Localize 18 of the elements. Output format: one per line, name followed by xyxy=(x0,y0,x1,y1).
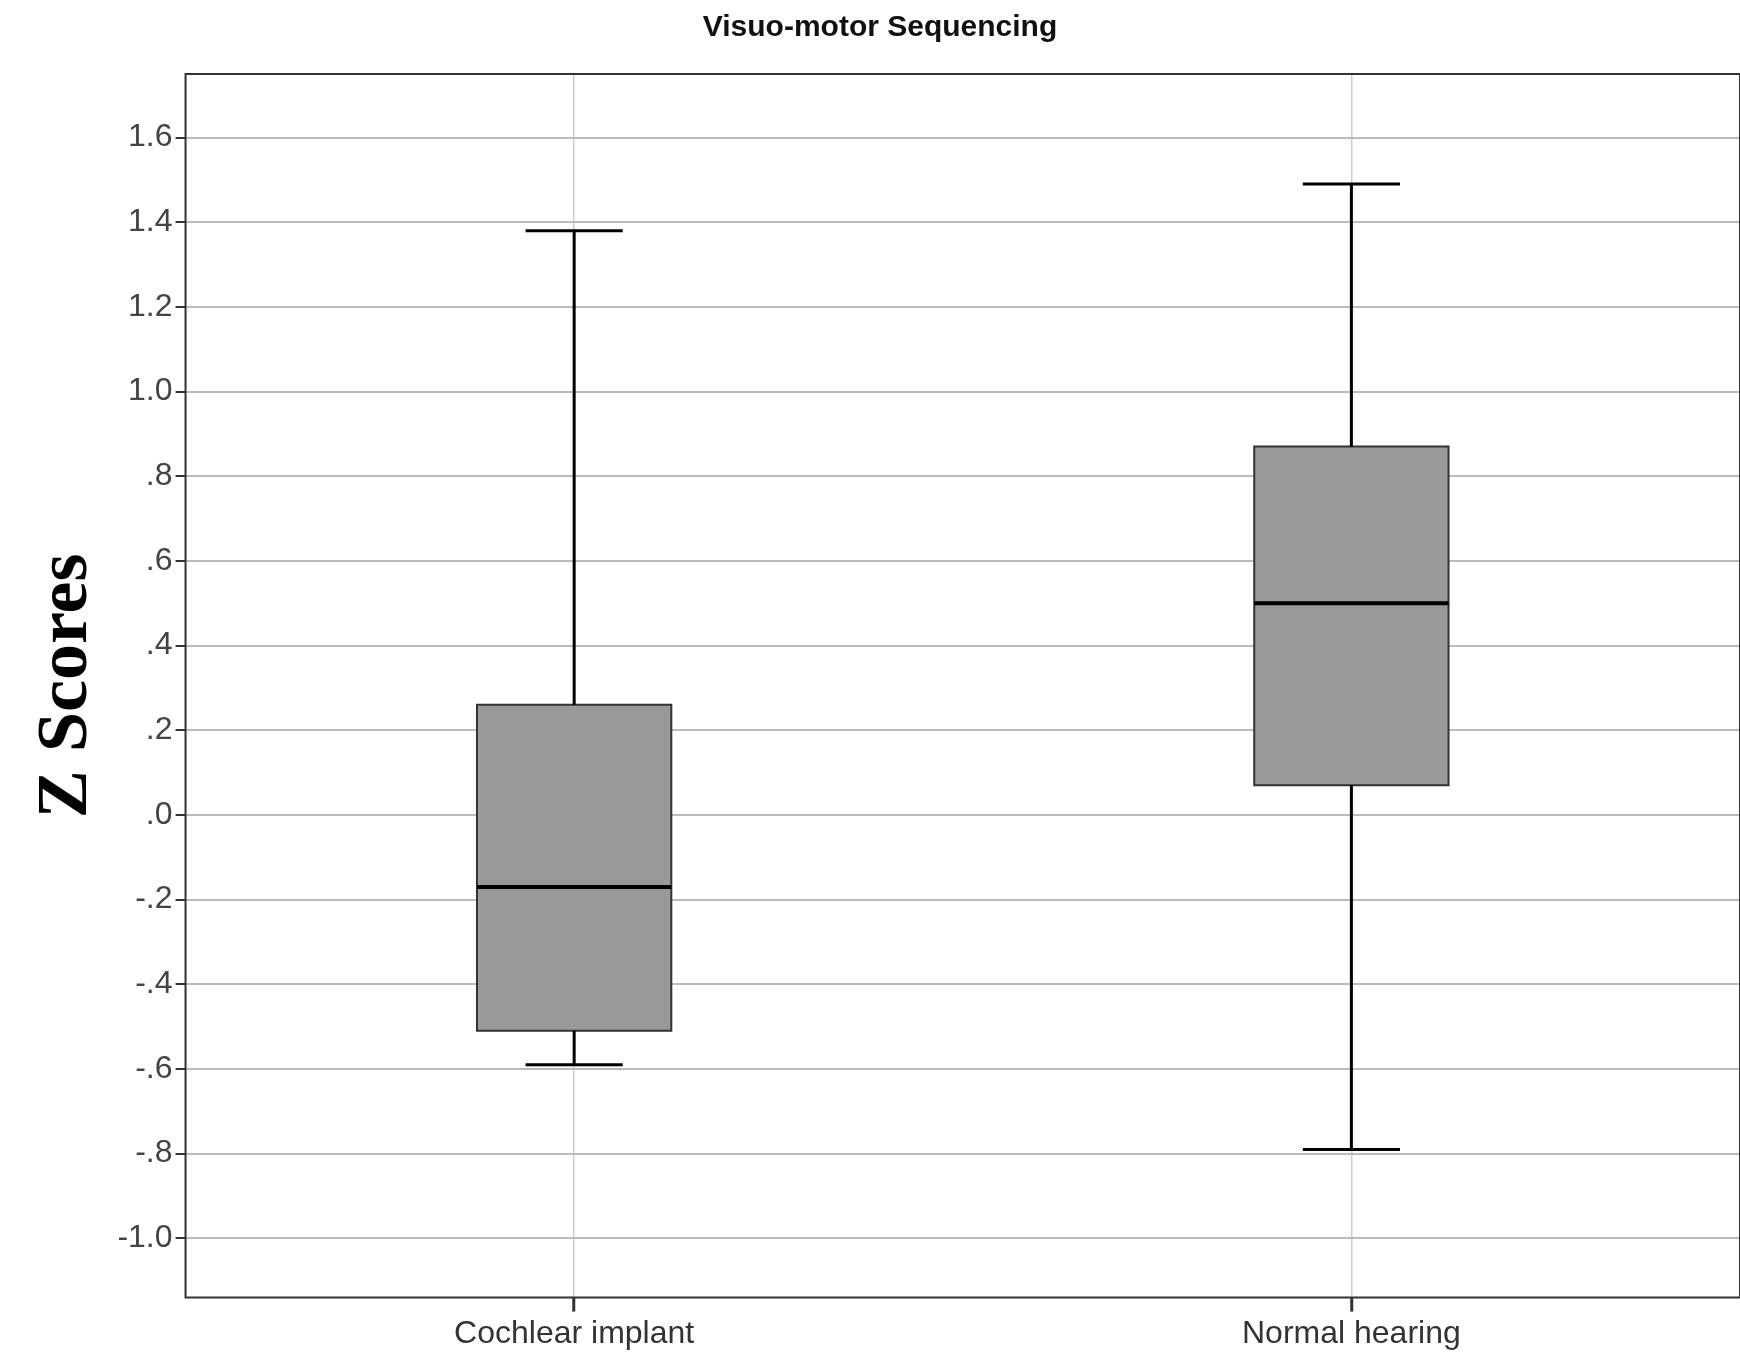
y-tick-label: .6 xyxy=(145,540,173,577)
y-tick-label: 1.2 xyxy=(128,286,173,323)
y-axis-title: Z Scores xyxy=(21,553,102,819)
y-tick-label: .8 xyxy=(145,456,173,493)
y-tick-label: 1.4 xyxy=(128,202,173,239)
y-tick-label: 1.0 xyxy=(128,371,173,408)
y-tick-label: -.2 xyxy=(135,879,173,916)
x-tick-label: Cochlear implant xyxy=(454,1313,695,1350)
y-tick-label: .4 xyxy=(145,625,173,662)
y-tick-label: .2 xyxy=(145,710,173,747)
y-tick-label: .0 xyxy=(145,794,173,831)
y-tick-label: -1.0 xyxy=(117,1218,173,1255)
y-tick-label: -.6 xyxy=(135,1048,173,1085)
y-tick-label: -.8 xyxy=(135,1133,173,1170)
chart-title: Visuo-motor Sequencing xyxy=(702,9,1058,43)
x-tick-label: Normal hearing xyxy=(1242,1313,1461,1350)
y-tick-label: -.4 xyxy=(135,964,173,1001)
y-tick-label: 1.6 xyxy=(128,117,173,154)
